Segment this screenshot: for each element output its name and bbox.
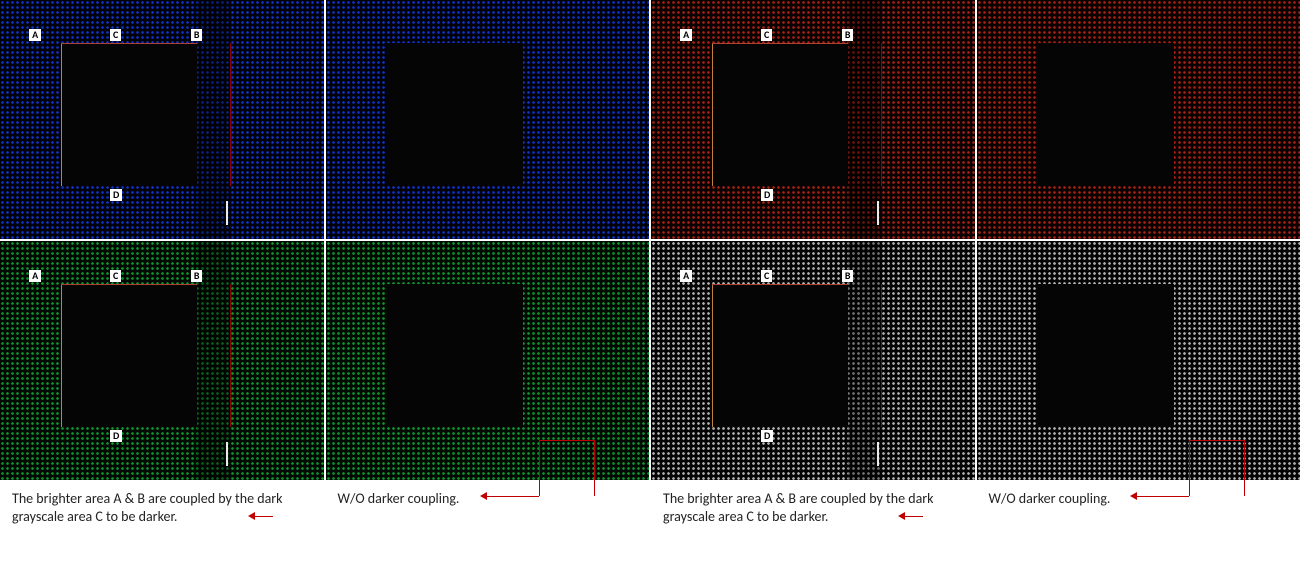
region-label-b: B [191, 270, 203, 282]
region-label-a: A [680, 29, 692, 41]
region-label-d: D [761, 189, 773, 201]
caption-right-2: W/O darker coupling. [977, 486, 1300, 525]
region-label-b: B [842, 29, 854, 41]
arrow-line [539, 440, 594, 441]
arrow-icon [480, 492, 487, 500]
arrow-line [539, 440, 540, 496]
panel-blue-plain [326, 0, 650, 239]
region-label-b: B [191, 29, 203, 41]
caption-right-1: W/O darker coupling. [326, 486, 650, 525]
panel-green-plain [326, 241, 650, 480]
arrow-icon [1130, 492, 1137, 500]
region-label-d: D [761, 430, 773, 442]
arrow-line [1244, 440, 1245, 496]
arrow-line [255, 516, 273, 517]
region-label-c: C [761, 29, 772, 41]
panel-red-plain [977, 0, 1300, 239]
region-label-a: A [29, 29, 41, 41]
arrow-line [1189, 440, 1244, 441]
arrow-line [594, 440, 595, 496]
region-label-d: D [110, 430, 122, 442]
region-label-a: A [680, 270, 692, 282]
panel-red-labeled: A C B D [651, 0, 975, 239]
panel-green-labeled: A C B D [0, 241, 324, 480]
panel-blue-labeled: A C B D [0, 0, 324, 239]
region-label-c: C [110, 270, 121, 282]
arrow-line [487, 496, 539, 497]
region-label-c: C [110, 29, 121, 41]
arrow-line [1189, 440, 1190, 496]
panel-gray-labeled: A C B D [651, 241, 975, 480]
caption-left-1: The brighter area A & B are coupled by t… [0, 486, 324, 525]
arrow-line [1137, 496, 1189, 497]
region-label-b: B [842, 270, 854, 282]
region-label-a: A [29, 270, 41, 282]
region-label-c: C [761, 270, 772, 282]
caption-row: The brighter area A & B are coupled by t… [0, 486, 1300, 525]
arrow-icon [248, 512, 255, 520]
panel-gray-plain [977, 241, 1300, 480]
region-label-d: D [110, 189, 122, 201]
arrow-icon [898, 512, 905, 520]
caption-left-2: The brighter area A & B are coupled by t… [651, 486, 975, 525]
panel-grid: A C B D A C B D A C B D A C B D [0, 0, 1300, 480]
arrow-line [905, 516, 923, 517]
